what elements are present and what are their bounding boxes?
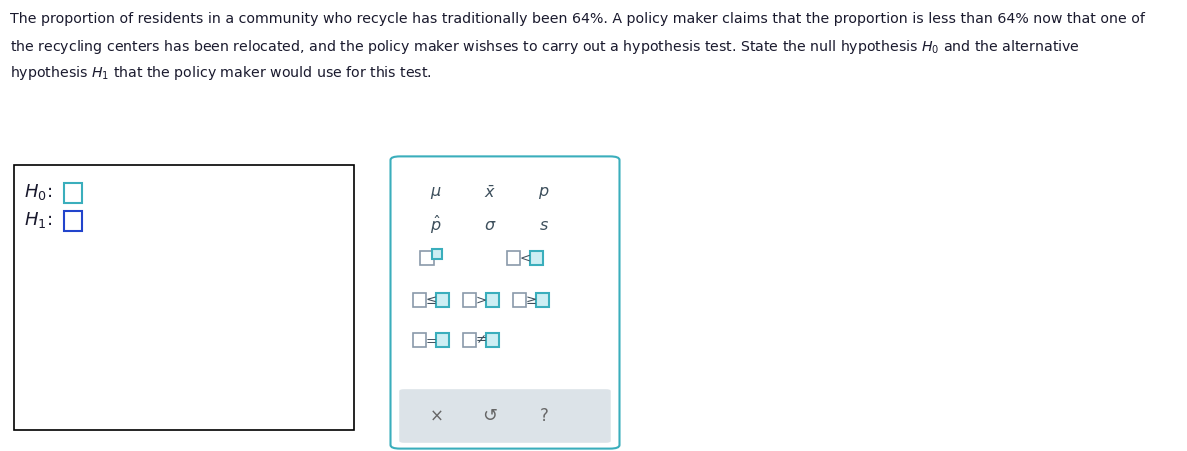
Text: $\neq$: $\neq$ (472, 333, 487, 346)
Text: $s$: $s$ (539, 217, 550, 233)
Text: $H_1$:: $H_1$: (24, 210, 55, 230)
Bar (413, 293, 426, 307)
Text: The proportion of residents in a community who recycle has traditionally been 64: The proportion of residents in a communi… (9, 12, 1145, 26)
Text: $\hat{p}$: $\hat{p}$ (430, 214, 442, 236)
Text: $\leq$: $\leq$ (423, 294, 437, 307)
Text: $H_0$:: $H_0$: (24, 182, 55, 202)
Text: ?: ? (540, 407, 548, 425)
Bar (436, 333, 449, 347)
Text: $\mu$: $\mu$ (430, 185, 442, 201)
Text: $=$: $=$ (423, 333, 437, 346)
Text: $<$: $<$ (516, 252, 531, 264)
Bar (507, 251, 520, 265)
Text: $>$: $>$ (472, 294, 487, 307)
Bar (413, 333, 426, 347)
Text: $\geq$: $\geq$ (522, 294, 538, 307)
FancyBboxPatch shape (391, 156, 620, 449)
Bar (463, 333, 476, 347)
Text: $\sigma$: $\sigma$ (484, 217, 496, 233)
FancyBboxPatch shape (399, 389, 611, 443)
Bar (537, 293, 550, 307)
Bar (436, 293, 449, 307)
Text: hypothesis $H_1$ that the policy maker would use for this test.: hypothesis $H_1$ that the policy maker w… (9, 64, 432, 82)
Bar (513, 293, 526, 307)
FancyBboxPatch shape (64, 211, 82, 231)
Text: the recycling centers has been relocated, and the policy maker wishses to carry : the recycling centers has been relocated… (9, 38, 1080, 56)
Text: ↺: ↺ (482, 407, 497, 425)
FancyBboxPatch shape (14, 165, 354, 430)
Bar (485, 333, 499, 347)
Bar (420, 251, 434, 265)
Bar (432, 249, 442, 259)
Text: $\bar{x}$: $\bar{x}$ (484, 185, 496, 201)
Bar (463, 293, 476, 307)
FancyBboxPatch shape (64, 183, 82, 203)
Text: $p$: $p$ (538, 185, 550, 201)
Bar (531, 251, 542, 265)
Text: $\times$: $\times$ (430, 407, 443, 425)
Bar (485, 293, 499, 307)
